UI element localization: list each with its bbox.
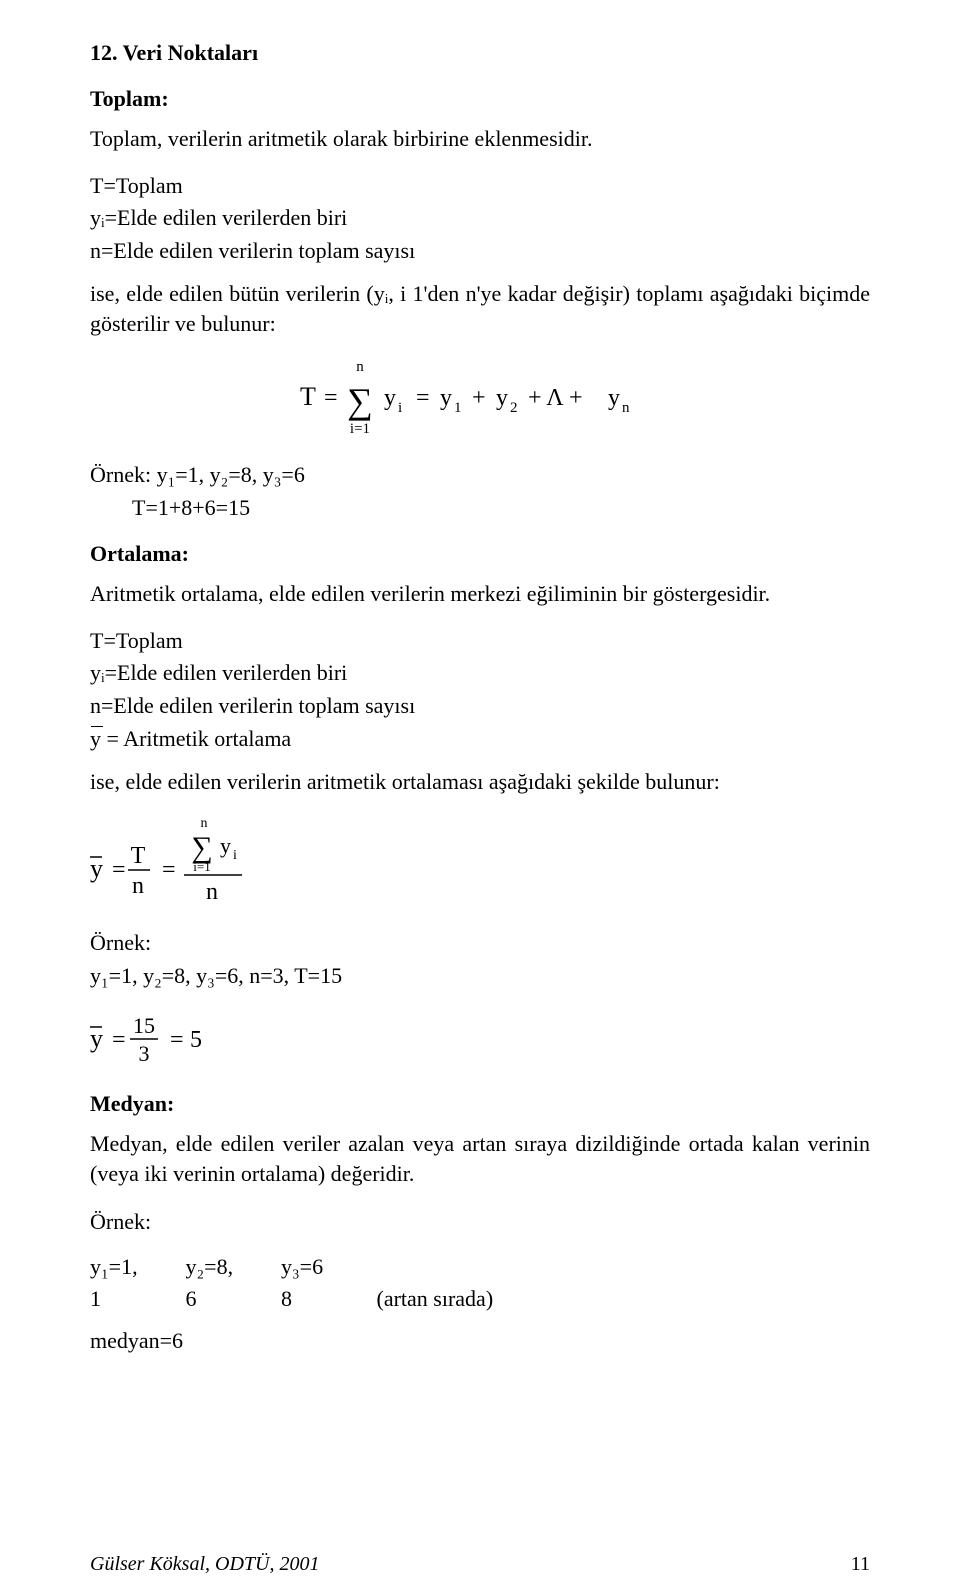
- sum-dots: + Λ +: [528, 385, 583, 411]
- sum-y2-sub: 2: [510, 400, 518, 416]
- calc-15: 15: [133, 1013, 155, 1038]
- ornek2-values: y₁=1, y₂=8, y₃=6, n=3, T=15: [90, 961, 870, 991]
- footer-author: Gülser Köksal, ODTÜ, 2001: [90, 1553, 319, 1575]
- mean-formula-svg: y = T n = n ∑ i=1 y i n: [90, 815, 310, 915]
- medyan-heading: Medyan:: [90, 1091, 870, 1117]
- mean-eq1: =: [112, 857, 126, 883]
- toplam-desc: ise, elde edilen bütün verilerin (yᵢ, i …: [90, 279, 870, 338]
- mean-n1: n: [132, 873, 144, 899]
- mean-yi: y: [220, 833, 231, 858]
- ornek3-label: Örnek:: [90, 1207, 870, 1237]
- sum-yn: y: [608, 385, 620, 411]
- sum-y2: y: [496, 385, 508, 411]
- mean-yi-sub: i: [233, 848, 237, 863]
- ornek3-r1-c: y₃=6: [281, 1254, 371, 1280]
- def-n: n=Elde edilen verilerin toplam sayısı: [90, 237, 870, 266]
- ornek3-r1-a: y₁=1,: [90, 1254, 180, 1280]
- ornek3-row1: y₁=1, y₂=8, y₃=6: [90, 1254, 870, 1280]
- toplam-heading: Toplam:: [90, 86, 870, 112]
- ornek3-r2-b: 6: [186, 1286, 276, 1312]
- mean-ybar: y: [90, 854, 103, 883]
- mean-formula: y = T n = n ∑ i=1 y i n: [90, 815, 870, 915]
- sigma-top: n: [356, 359, 364, 375]
- mean-T: T: [131, 843, 146, 869]
- sum-y1: y: [440, 385, 452, 411]
- def-yi2: yᵢ=Elde edilen verilerden biri: [90, 659, 870, 688]
- def-n2: n=Elde edilen verilerin toplam sayısı: [90, 692, 870, 721]
- def-T2: T=Toplam: [90, 627, 870, 656]
- sum-yi-sub: i: [398, 400, 402, 416]
- sum-plus1: +: [472, 385, 486, 411]
- medyan-value: medyan=6: [90, 1326, 870, 1356]
- ybar-symbol: y: [90, 725, 101, 754]
- ornek3-r2-a: 1: [90, 1286, 180, 1312]
- def-ybar: y = Aritmetik ortalama: [90, 725, 870, 754]
- def-ybar-text: = Aritmetik ortalama: [107, 726, 292, 751]
- ornek3-r2-d: (artan sırada): [377, 1286, 494, 1312]
- ornek3-row2: 1 6 8 (artan sırada): [90, 1286, 870, 1312]
- calc-eq2: =: [170, 1027, 184, 1053]
- mean-sigma-top: n: [201, 816, 208, 831]
- mean-calc-svg: y = 15 3 = 5: [90, 1009, 230, 1069]
- mean-calc: y = 15 3 = 5: [90, 1009, 870, 1069]
- mean-n2: n: [206, 879, 218, 905]
- sum-formula: T = n ∑ i=1 y i = y 1 + y 2 + Λ + y n: [90, 357, 870, 437]
- calc-ybar: y: [90, 1024, 103, 1053]
- footer-page-number: 11: [851, 1553, 870, 1576]
- section-title: 12. Veri Noktaları: [90, 40, 870, 66]
- ornek2-label: Örnek:: [90, 929, 870, 958]
- sum-y1-sub: 1: [454, 400, 462, 416]
- ortalama-desc: ise, elde edilen verilerin aritmetik ort…: [90, 767, 870, 797]
- sum-T: T: [300, 382, 316, 411]
- sum-yn-sub: n: [622, 400, 630, 416]
- ortalama-heading: Ortalama:: [90, 541, 870, 567]
- calc-3: 3: [139, 1041, 150, 1066]
- ornek1-calc: T=1+8+6=15: [90, 493, 870, 523]
- sigma-bottom: i=1: [350, 421, 370, 437]
- sum-yi: y: [384, 385, 396, 411]
- page: 12. Veri Noktaları Toplam: Toplam, veril…: [0, 0, 960, 1594]
- toplam-intro: Toplam, verilerin aritmetik olarak birbi…: [90, 124, 870, 154]
- sigma-icon: ∑: [347, 381, 373, 421]
- calc-eq1: =: [112, 1027, 126, 1053]
- mean-eq2: =: [162, 857, 176, 883]
- def-yi: yᵢ=Elde edilen verilerden biri: [90, 204, 870, 233]
- calc-5: 5: [190, 1027, 202, 1053]
- def-T: T=Toplam: [90, 172, 870, 201]
- sum-formula-svg: T = n ∑ i=1 y i = y 1 + y 2 + Λ + y n: [300, 357, 660, 437]
- sum-eq1: =: [324, 385, 338, 411]
- sum-eq2: =: [416, 385, 430, 411]
- ortalama-intro: Aritmetik ortalama, elde edilen verileri…: [90, 579, 870, 609]
- ornek3-r2-c: 8: [281, 1286, 371, 1312]
- mean-sigma-bottom: i=1: [193, 859, 210, 874]
- ornek1-label: Örnek: y₁=1, y₂=8, y₃=6: [90, 461, 870, 490]
- medyan-intro: Medyan, elde edilen veriler azalan veya …: [90, 1129, 870, 1188]
- footer: Gülser Köksal, ODTÜ, 2001 11: [90, 1553, 870, 1576]
- ornek3-r1-b: y₂=8,: [186, 1254, 276, 1280]
